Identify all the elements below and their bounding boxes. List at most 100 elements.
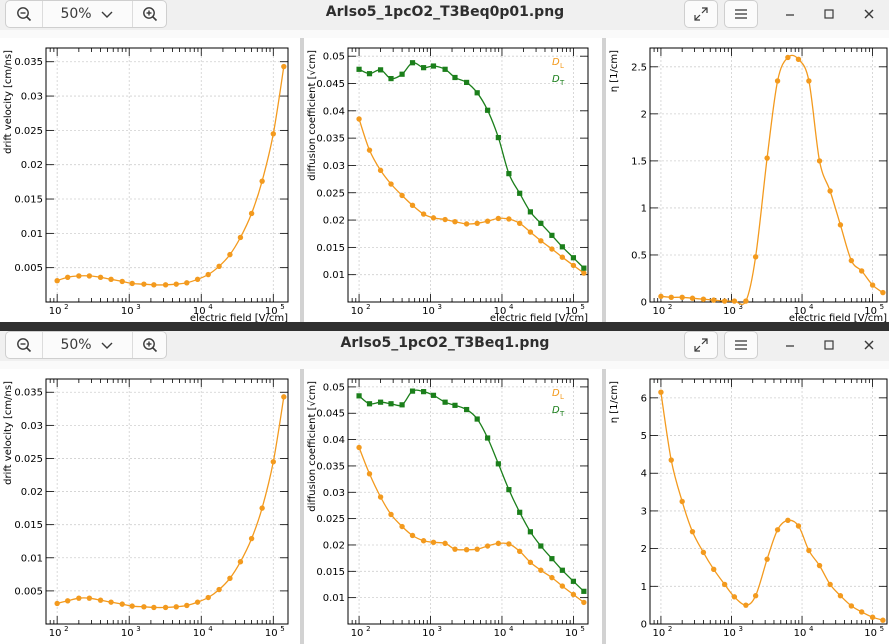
x-tick-label: 10 [864,306,877,317]
series-DT [356,60,587,271]
data-point [858,609,865,615]
y-tick-label: 0 [641,620,647,631]
data-point [54,278,60,284]
x-tick-label: 10 [121,628,134,639]
zoom-out-icon [17,338,32,353]
zoom-control: 50% [5,0,167,28]
data-point [141,281,147,287]
data-point [731,594,738,600]
series-DL [356,116,587,276]
data-point [399,71,405,77]
x-tick-exponent: 2 [366,303,370,311]
fullscreen-button[interactable] [684,331,718,359]
maximize-button[interactable] [816,333,842,357]
grid [650,48,887,302]
y-tick-label: 0.015 [316,567,345,578]
y-tick-label: 0.01 [323,270,345,281]
data-point [484,218,491,224]
data-point [377,67,384,73]
menu-button[interactable] [724,0,758,28]
y-tick-label: 0.045 [316,409,345,420]
y-tick-label: 6 [641,393,647,404]
data-point [570,578,577,584]
data-point [430,392,437,398]
y-tick-label: 0.03 [323,161,345,172]
fullscreen-button[interactable] [684,0,718,28]
data-point [399,402,405,408]
maximize-button[interactable] [816,2,842,26]
data-point [420,65,427,71]
y-tick-label: 0.05 [323,382,345,393]
data-point [366,401,373,407]
legend-label: D [552,57,560,68]
series-DL [356,444,587,606]
x-tick-label: 10 [723,306,736,317]
y-tick-label: 0.04 [323,435,345,446]
data-point [184,280,190,286]
data-point [474,416,480,422]
data-point [108,599,114,605]
close-button[interactable] [856,333,882,357]
x-tick-exponent: 4 [208,303,213,311]
zoom-level-dropdown[interactable]: 50% [43,1,131,27]
menu-button[interactable] [724,331,758,359]
y-tick-label: 0.015 [14,520,43,531]
zoom-in-button[interactable] [132,1,167,27]
maximize-icon [824,340,834,350]
data-point [848,603,855,609]
x-tick-label: 10 [422,628,435,639]
maximize-icon [824,9,834,19]
data-point [816,158,823,164]
data-point [129,280,135,287]
zoom-in-button[interactable] [132,332,167,358]
data-point [452,402,458,408]
chevron-down-icon [101,11,113,18]
data-point [430,539,437,546]
x-tick-label: 10 [494,628,507,639]
data-point [711,566,717,573]
data-point [377,399,384,405]
legend-subscript: T [559,410,565,418]
data-point [151,282,157,288]
x-axis-label: electric field [V/cm] [490,313,588,322]
data-point [658,389,664,395]
data-point [216,586,222,593]
minimize-button[interactable] [777,2,803,26]
data-point [570,262,577,269]
grid [46,48,288,302]
data-point [64,598,71,604]
close-button[interactable] [856,2,882,26]
data-point [721,298,728,304]
y-tick-label: 0.035 [316,134,345,145]
zoom-level-dropdown[interactable]: 50% [43,332,131,358]
data-point [516,548,523,554]
zoom-out-button[interactable] [6,332,43,358]
data-point [388,511,394,518]
zoom-out-button[interactable] [6,1,43,27]
data-point [237,559,244,565]
panel-divider [300,369,304,644]
data-point [689,528,696,535]
fullscreen-icon [694,7,708,21]
data-point [527,559,534,566]
y-tick-label: 0.5 [631,250,647,261]
data-point [506,216,512,222]
data-point [205,594,211,601]
minimize-button[interactable] [777,333,803,357]
x-tick-label: 10 [351,306,364,317]
data-point [559,254,566,260]
data-point [743,602,749,608]
y-tick-label: 5 [641,431,647,442]
data-point [559,244,565,250]
data-point [76,595,82,601]
data-point [581,265,587,271]
data-point [86,273,93,279]
data-point [76,273,82,279]
chart-svg: 10 2 10 3 10 4 10 50.010.0150.020.0250.030.0350… [307,47,589,322]
data-point [538,220,544,226]
series-0 [54,63,287,288]
data-point [711,297,717,303]
data-point [452,74,458,81]
data-point [420,211,427,217]
data-point [679,294,685,300]
